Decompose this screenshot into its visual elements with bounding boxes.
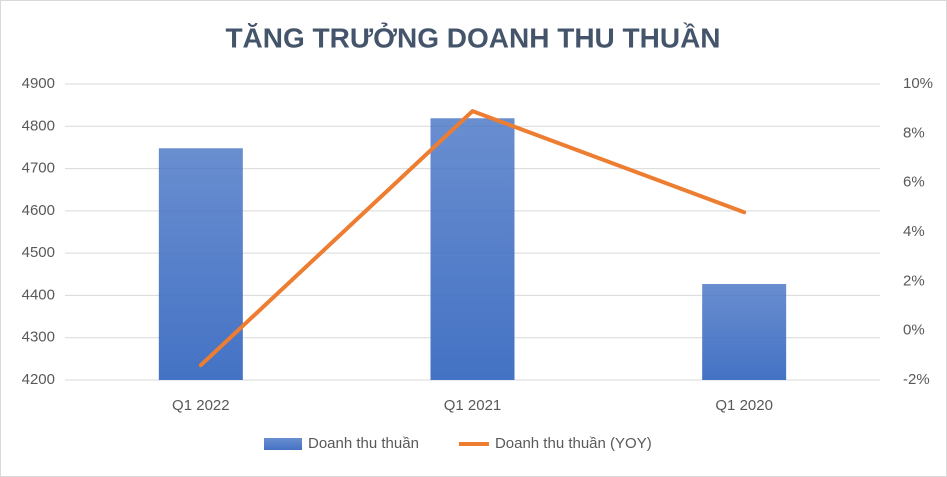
y-tick-label: 4600 bbox=[22, 202, 55, 219]
y-tick-label: 4900 bbox=[22, 75, 55, 92]
x-tick-label: Q1 2021 bbox=[444, 397, 502, 414]
legend-swatch bbox=[264, 438, 302, 450]
y-tick-label: 4500 bbox=[22, 244, 55, 261]
legend-label: Doanh thu thuần bbox=[308, 435, 419, 452]
chart-title: TĂNG TRƯỞNG DOANH THU THUẦN bbox=[225, 21, 720, 53]
y2-tick-label: 2% bbox=[903, 272, 925, 289]
y-tick-label: 4700 bbox=[22, 160, 55, 177]
bar bbox=[702, 284, 787, 380]
y2-tick-label: -2% bbox=[903, 371, 930, 388]
y-tick-label: 4800 bbox=[22, 117, 55, 134]
y2-tick-label: 8% bbox=[903, 124, 925, 141]
y2-tick-label: 6% bbox=[903, 174, 925, 191]
y-tick-label: 4400 bbox=[22, 286, 55, 303]
x-tick-label: Q1 2020 bbox=[715, 397, 773, 414]
legend-label: Doanh thu thuần (YOY) bbox=[495, 435, 652, 452]
y2-tick-label: 0% bbox=[903, 322, 925, 339]
bar bbox=[158, 148, 243, 380]
y-tick-label: 4200 bbox=[22, 371, 55, 388]
y2-tick-label: 4% bbox=[903, 223, 925, 240]
y-tick-label: 4300 bbox=[22, 329, 55, 346]
line bbox=[198, 109, 747, 368]
x-tick-label: Q1 2022 bbox=[172, 397, 230, 414]
bar bbox=[430, 118, 515, 380]
y2-tick-label: 10% bbox=[903, 75, 933, 92]
